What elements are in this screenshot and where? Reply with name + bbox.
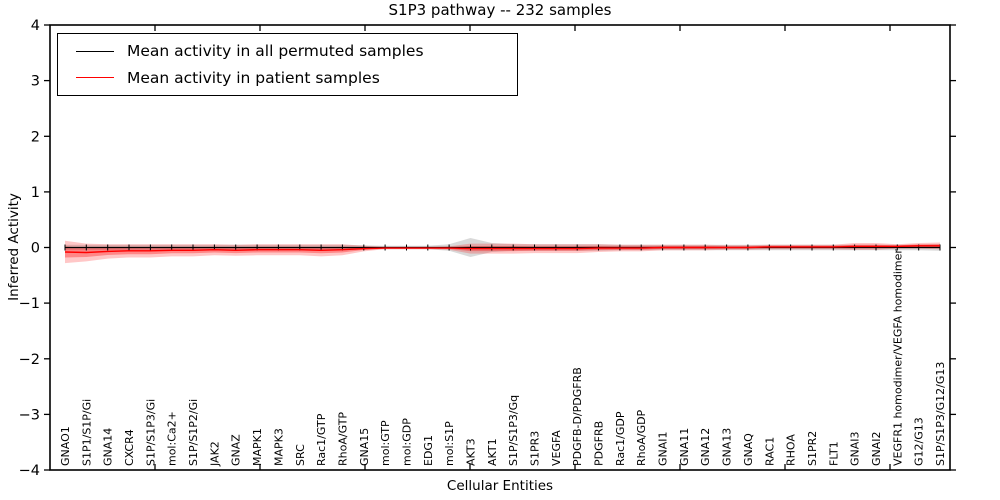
entity-label: PDGFRB (593, 421, 606, 466)
entity-label: VEGFA (550, 430, 563, 466)
legend-label-permuted: Mean activity in all permuted samples (127, 42, 424, 61)
y-tick-label: 1 (31, 185, 40, 201)
chart-title: S1P3 pathway -- 232 samples (388, 1, 612, 19)
entity-label: GNA12 (699, 428, 712, 466)
entity-label: JAK2 (208, 441, 221, 467)
x-axis-label: Cellular Entities (446, 478, 554, 494)
entity-label: EDG1 (422, 435, 435, 466)
entity-label: S1P/S1P2/Gi (187, 399, 200, 466)
entity-label: FLT1 (827, 441, 840, 466)
entity-label: GNAQ (742, 433, 755, 466)
y-tick-label: −1 (19, 296, 40, 312)
entity-label: VEGFR1 homodimer/VEGFA homodimer (891, 249, 904, 466)
entity-label: GNAI2 (870, 431, 883, 466)
entity-label: G12/G13 (913, 417, 926, 466)
y-tick-label: 2 (31, 129, 40, 145)
entity-label: MAPK1 (251, 428, 264, 466)
entity-label: mol:S1P (443, 421, 456, 466)
entity-label: mol:GTP (379, 420, 392, 466)
entity-label: AKT1 (486, 438, 499, 466)
entity-label: GNAI3 (849, 431, 862, 466)
entity-label: GNAI1 (657, 431, 670, 466)
entity-label: GNAO1 (59, 426, 72, 466)
entity-label: MAPK3 (272, 428, 285, 466)
y-tick-label: 3 (31, 74, 40, 90)
entity-label: S1PR3 (529, 431, 542, 466)
entity-label: S1P/S1P3/Gi (144, 399, 157, 466)
entity-label: GNAZ (230, 434, 243, 466)
entity-label: GNA11 (678, 428, 691, 466)
entity-label: GNA14 (102, 428, 115, 466)
entity-label: S1P1/S1P/Gi (80, 399, 93, 466)
entity-label: RhoA/GDP (635, 409, 648, 466)
legend-entry-patient: Mean activity in patient samples (58, 65, 517, 91)
y-tick-label: 4 (31, 18, 40, 34)
entity-label: RAC1 (763, 437, 776, 466)
entity-label: S1PR2 (806, 431, 819, 466)
black-line-swatch-icon (76, 50, 114, 52)
entity-label: mol:Ca2+ (166, 411, 179, 466)
legend: Mean activity in all permuted samples Me… (57, 33, 518, 96)
y-tick-label: −3 (19, 407, 40, 423)
entity-label: PDGFB-D/PDGFRB (571, 367, 584, 466)
legend-entry-permuted: Mean activity in all permuted samples (58, 38, 517, 64)
entity-label: GNA15 (358, 428, 371, 466)
y-axis-label: Inferred Activity (6, 193, 22, 301)
entity-label: AKT3 (465, 438, 478, 466)
entity-label: RhoA/GTP (336, 412, 349, 466)
y-tick-label: −4 (19, 463, 40, 479)
entity-label: Rac1/GTP (315, 413, 328, 466)
entity-label: RHOA (785, 434, 798, 466)
entity-label: mol:GDP (401, 418, 414, 466)
red-line-swatch-icon (76, 77, 114, 79)
entity-label: S1P/S1P3/G12/G13 (934, 362, 947, 466)
entity-label: SRC (294, 444, 307, 466)
legend-label-patient: Mean activity in patient samples (127, 68, 380, 87)
y-tick-label: 0 (31, 241, 40, 257)
patient-mean-line (64, 245, 940, 254)
entity-label: GNA13 (721, 428, 734, 466)
y-tick-label: −2 (19, 352, 40, 368)
patient-std-band-outer (65, 240, 940, 264)
entity-label: CXCR4 (123, 429, 136, 466)
entity-label: Rac1/GDP (614, 411, 627, 466)
entity-label: S1P/S1P3/Gq (507, 395, 520, 466)
